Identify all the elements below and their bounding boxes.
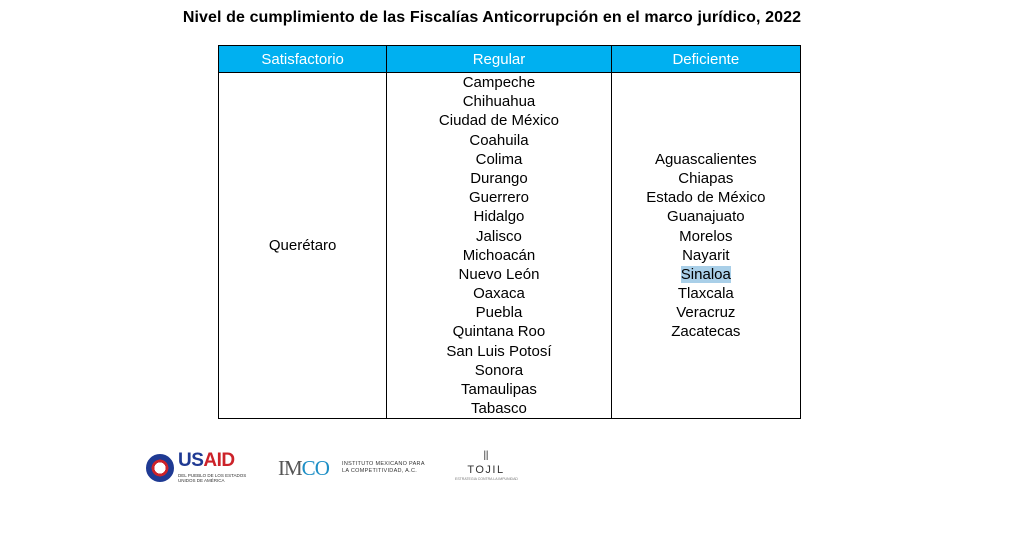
list-item: Hidalgo: [387, 207, 610, 226]
state-name: Nayarit: [682, 246, 730, 264]
list-item: Colima: [387, 150, 610, 169]
state-name: Campeche: [462, 74, 536, 91]
usaid-subtitle: DEL PUEBLO DE LOS ESTADOS UNIDOS DE AMÉRI…: [178, 473, 247, 483]
state-name: Hidalgo: [473, 208, 525, 226]
state-name: Nuevo León: [458, 265, 540, 283]
cell-regular: Campeche Chihuahua Ciudad de México Coahuil…: [386, 71, 612, 420]
list-item: Guanajuato: [612, 207, 800, 226]
state-name: Tlaxcala: [677, 285, 734, 303]
state-name: Veracruz: [676, 304, 736, 322]
satisfactorio-list: Querétaro: [219, 236, 386, 255]
imco-logo: IMCO INSTITUTO MEXICANO PARA LA COMPETITI…: [278, 455, 438, 485]
state-name: Sinaloa: [680, 265, 731, 283]
cell-deficiente: Aguascalientes Chiapas Estado de México Gua…: [610, 71, 802, 420]
list-item: Estado de México: [612, 188, 800, 207]
list-item: Sinaloa: [612, 265, 800, 284]
table-row: Querétaro Campeche Chihuahua Ciudad de Méx…: [217, 71, 802, 420]
state-name: Aguascalientes: [654, 150, 757, 168]
state-name: Quintana Roo: [452, 323, 546, 341]
state-name: Coahuila: [469, 131, 529, 149]
list-item: Jalisco: [387, 227, 610, 246]
state-name: Zacatecas: [671, 323, 741, 341]
imco-wordmark: IMCO: [278, 456, 330, 480]
list-item: Tabasco: [387, 399, 610, 418]
list-item: Ciudad de México: [387, 111, 610, 130]
state-name: Guerrero: [468, 189, 529, 207]
list-item: Oaxaca: [387, 284, 610, 303]
state-name: Chiapas: [678, 169, 734, 187]
list-item: Quintana Roo: [387, 322, 610, 341]
state-name: Estado de México: [646, 189, 766, 207]
list-item: San Luis Potosí: [387, 342, 610, 361]
state-name: San Luis Potosí: [446, 342, 552, 360]
tojil-wordmark: TOJIL: [467, 464, 505, 476]
list-item: Zacatecas: [612, 322, 800, 341]
cell-satisfactorio: Querétaro: [217, 71, 388, 420]
list-item: Coahuila: [387, 131, 610, 150]
usaid-seal-icon: [146, 454, 174, 482]
state-name: Ciudad de México: [438, 112, 559, 130]
state-name: Querétaro: [268, 237, 337, 255]
column-icon: Ⅱ: [482, 448, 490, 463]
list-item: Veracruz: [612, 303, 800, 322]
state-name: Puebla: [475, 304, 523, 322]
list-item: Chihuahua: [387, 92, 610, 111]
usaid-wordmark: USAID: [178, 450, 235, 471]
state-name: Tabasco: [471, 400, 527, 418]
list-item: Sonora: [387, 361, 610, 380]
regular-list: Campeche Chihuahua Ciudad de México Coahuil…: [387, 73, 610, 418]
document-title: Nivel de cumplimiento de las Fiscalías A…: [182, 9, 802, 26]
state-name: Michoacán: [462, 246, 536, 264]
state-name: Morelos: [679, 227, 733, 245]
compliance-table: Satisfactorio Regular Deficiente Queréta…: [217, 45, 802, 420]
list-item: Campeche: [387, 73, 610, 92]
header-deficiente: Deficiente: [610, 45, 802, 73]
state-name: Guanajuato: [667, 208, 745, 226]
list-item: Morelos: [612, 227, 800, 246]
list-item: Michoacán: [387, 246, 610, 265]
list-item: Chiapas: [612, 169, 800, 188]
state-name: Sonora: [474, 361, 524, 379]
footer-logos: USAID DEL PUEBLO DE LOS ESTADOS UNIDOS DE…: [0, 447, 1019, 492]
table-header-row: Satisfactorio Regular Deficiente: [217, 45, 802, 73]
list-item: Tlaxcala: [612, 284, 800, 303]
state-name: Colima: [475, 150, 523, 168]
list-item: Puebla: [387, 303, 610, 322]
state-name: Jalisco: [476, 227, 522, 245]
tojil-subtitle: ESTRATEGIA CONTRA LA IMPUNIDAD: [455, 477, 518, 481]
usaid-logo: USAID DEL PUEBLO DE LOS ESTADOS UNIDOS DE…: [146, 451, 246, 489]
header-satisfactorio: Satisfactorio: [217, 45, 388, 73]
tojil-logo: Ⅱ TOJIL ESTRATEGIA CONTRA LA IMPUNIDAD: [455, 448, 518, 489]
list-item: Aguascalientes: [612, 150, 800, 169]
state-name: Oaxaca: [473, 285, 525, 303]
state-name: Chihuahua: [462, 93, 536, 111]
header-regular: Regular: [386, 45, 612, 73]
list-item: Tamaulipas: [387, 380, 610, 399]
list-item: Nuevo León: [387, 265, 610, 284]
deficiente-list: Aguascalientes Chiapas Estado de México Gua…: [612, 150, 800, 342]
state-name: Durango: [470, 169, 528, 187]
imco-text: INSTITUTO MEXICANO PARA LA COMPETITIVIDAD…: [342, 461, 425, 474]
list-item: Nayarit: [612, 246, 800, 265]
state-name: Tamaulipas: [461, 381, 537, 398]
list-item: Querétaro: [219, 236, 386, 255]
list-item: Guerrero: [387, 188, 610, 207]
list-item: Durango: [387, 169, 610, 188]
